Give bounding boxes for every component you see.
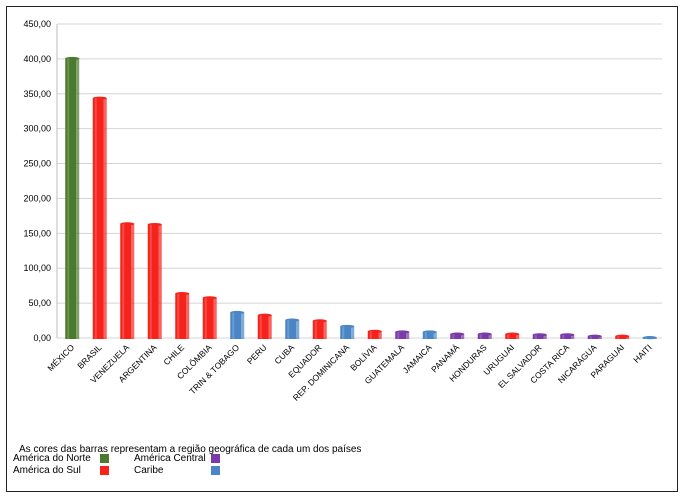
bar: [615, 336, 627, 339]
bar-highlight: [67, 58, 70, 339]
bar: [477, 334, 489, 339]
bar-side: [598, 336, 602, 339]
legend-item-central: América Central: [134, 453, 206, 464]
bar-side: [103, 98, 107, 340]
bar-side: [76, 58, 80, 339]
bar: [642, 337, 654, 339]
legend-swatch-central: [211, 454, 220, 463]
y-tick-label: 200,00: [23, 193, 51, 203]
y-tick-label: 150,00: [23, 228, 51, 238]
bar-side: [296, 320, 300, 339]
bar-side: [131, 223, 135, 339]
legend-swatch-sul: [100, 466, 109, 475]
bar-highlight: [589, 336, 592, 339]
bar-highlight: [177, 293, 180, 339]
bar: [367, 331, 379, 339]
bar-highlight: [617, 336, 620, 339]
x-tick-label: PERU: [245, 342, 269, 366]
legend-item-norte: América do Norte: [13, 453, 91, 464]
bar-highlight: [232, 312, 235, 339]
bar: [560, 334, 572, 339]
bar: [120, 223, 132, 339]
legend-item-caribe: Caribe: [134, 465, 163, 476]
bar-side: [461, 334, 465, 339]
bar: [340, 326, 352, 339]
bar-highlight: [314, 320, 317, 339]
x-tick-label: JAMAICA: [401, 342, 434, 375]
y-tick-label: 350,00: [23, 89, 51, 99]
bar-side: [378, 331, 382, 339]
x-tick-label: CHILE: [161, 342, 186, 367]
bar-highlight: [204, 297, 207, 339]
bar-highlight: [452, 334, 455, 339]
y-tick-label: 250,00: [23, 159, 51, 169]
bar-side: [158, 224, 162, 339]
bar-highlight: [287, 320, 290, 339]
bar-side: [571, 334, 575, 339]
x-tick-label: HAITI: [631, 342, 653, 364]
bar: [202, 297, 214, 339]
legend-note: As cores das barras representam a região…: [19, 444, 362, 455]
bar: [505, 334, 517, 339]
bar-side: [186, 293, 190, 339]
x-tick-label: CUBA: [272, 342, 296, 366]
bar-highlight: [424, 332, 427, 339]
bar-highlight: [149, 224, 152, 339]
bar-highlight: [534, 334, 537, 339]
bar-chart: 0,00 50,00 100,00 150,00 200,00 250,00 300,00 3…: [23, 19, 662, 403]
bar: [257, 315, 269, 339]
bar-side: [488, 334, 492, 339]
bar: [285, 320, 297, 339]
bar: [450, 334, 462, 339]
y-tick-label: 400,00: [23, 54, 51, 64]
legend-swatch-norte: [100, 454, 109, 463]
bar-highlight: [507, 334, 510, 339]
bar: [532, 334, 544, 339]
bar-highlight: [342, 326, 345, 339]
legend-label-caribe: Caribe: [134, 465, 164, 476]
chart-frame: 0,00 50,00 100,00 150,00 200,00 250,00 300,00 3…: [6, 6, 678, 492]
bar-side: [241, 312, 245, 339]
bar-side: [433, 332, 437, 339]
bar-highlight: [369, 331, 372, 339]
bar-highlight: [479, 334, 482, 339]
legend-item-sul: América do Sul: [13, 465, 81, 476]
bar-side: [406, 332, 410, 339]
bar-side: [268, 315, 272, 339]
legend-label-norte: América do Norte: [13, 453, 91, 464]
bar: [147, 224, 159, 339]
bar-highlight: [259, 315, 262, 339]
bar-side: [516, 334, 520, 339]
bar-highlight: [644, 337, 647, 339]
bar: [92, 98, 104, 340]
bar-highlight: [562, 334, 565, 339]
y-tick-label: 450,00: [23, 19, 51, 29]
bar-side: [323, 320, 327, 339]
bar: [312, 320, 324, 339]
bar-side: [213, 297, 217, 339]
bar-highlight: [94, 98, 97, 340]
bar: [395, 332, 407, 339]
legend-swatch-caribe: [211, 466, 220, 475]
bar: [422, 332, 434, 339]
y-tick-label: 0,00: [33, 333, 51, 343]
bar: [175, 293, 187, 339]
bar: [230, 312, 242, 339]
bar-side: [626, 336, 630, 339]
y-tick-label: 50,00: [28, 298, 51, 308]
bar-side: [351, 326, 355, 339]
bar: [587, 336, 599, 339]
bar-side: [543, 334, 547, 339]
bar: [65, 58, 77, 339]
legend-label-sul: América do Sul: [13, 465, 81, 476]
y-tick-label: 100,00: [23, 263, 51, 273]
x-tick-label: TRIN & TOBAGO: [187, 342, 241, 396]
x-tick-label: MÉXICO: [45, 342, 76, 373]
bar-highlight: [397, 332, 400, 339]
legend-label-central: América Central: [134, 453, 206, 464]
bar-highlight: [122, 223, 125, 339]
y-tick-label: 300,00: [23, 124, 51, 134]
